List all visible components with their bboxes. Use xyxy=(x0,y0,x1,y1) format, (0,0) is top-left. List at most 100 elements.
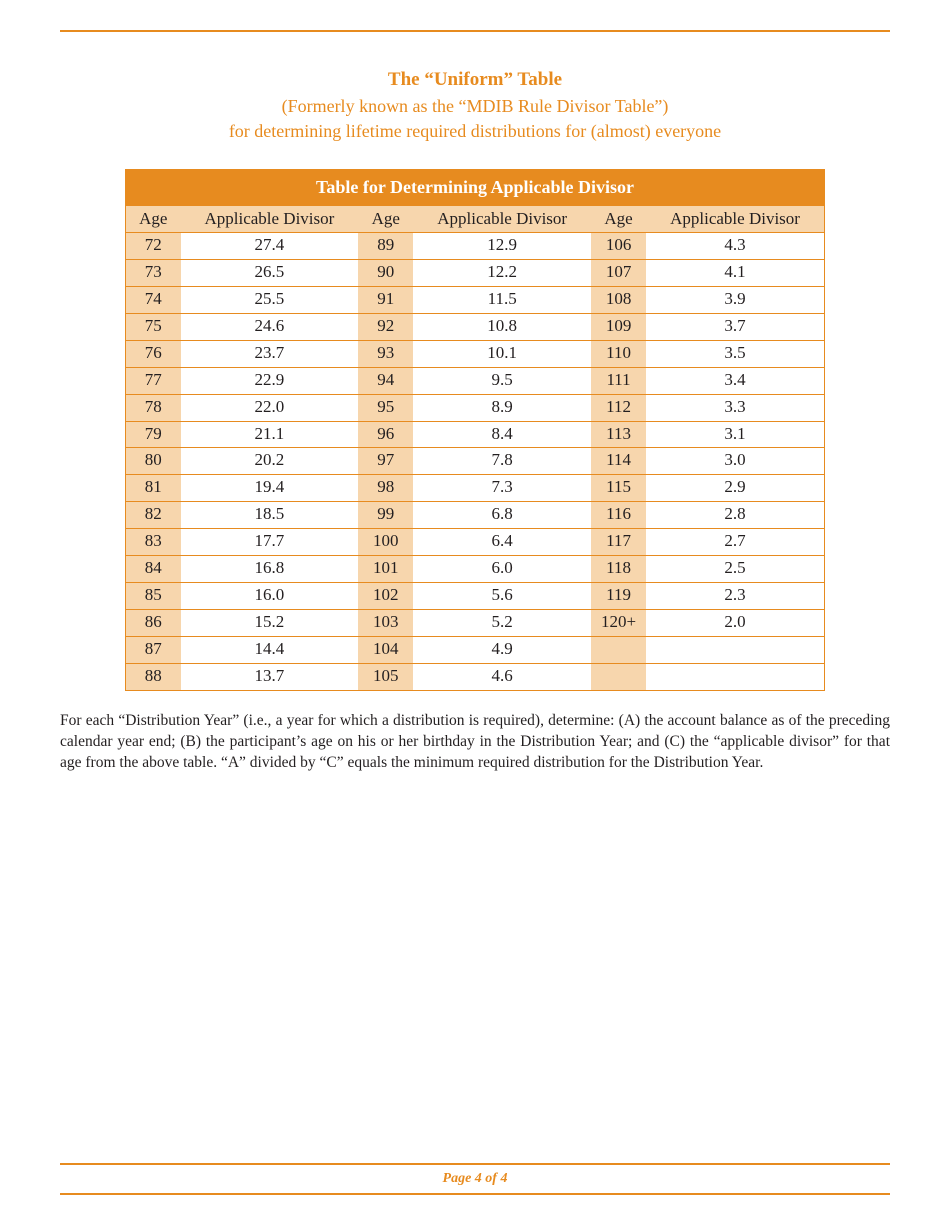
cell-divisor: 2.5 xyxy=(646,556,824,583)
cell-divisor: 22.0 xyxy=(181,394,359,421)
cell-age: 86 xyxy=(126,610,181,637)
col-age: Age xyxy=(358,205,413,232)
cell-divisor: 8.9 xyxy=(413,394,591,421)
cell-age: 74 xyxy=(126,286,181,313)
top-rule xyxy=(60,30,890,32)
col-age: Age xyxy=(126,205,181,232)
cell-age: 104 xyxy=(358,637,413,664)
cell-age: 98 xyxy=(358,475,413,502)
cell-age: 112 xyxy=(591,394,646,421)
cell-divisor: 18.5 xyxy=(181,502,359,529)
cell-divisor: 4.3 xyxy=(646,232,824,259)
cell-age: 102 xyxy=(358,583,413,610)
page-number: Page 4 of 4 xyxy=(60,1169,890,1189)
table-row: 7822.0958.91123.3 xyxy=(126,394,825,421)
footer-rule-bottom xyxy=(60,1193,890,1195)
cell-divisor: 19.4 xyxy=(181,475,359,502)
cell-age: 79 xyxy=(126,421,181,448)
cell-divisor: 3.1 xyxy=(646,421,824,448)
col-divisor: Applicable Divisor xyxy=(413,205,591,232)
cell-age: 100 xyxy=(358,529,413,556)
cell-age: 89 xyxy=(358,232,413,259)
cell-age: 109 xyxy=(591,313,646,340)
cell-divisor: 3.0 xyxy=(646,448,824,475)
cell-age: 97 xyxy=(358,448,413,475)
cell-divisor: 23.7 xyxy=(181,340,359,367)
cell-divisor: 27.4 xyxy=(181,232,359,259)
col-age: Age xyxy=(591,205,646,232)
cell-divisor: 5.2 xyxy=(413,610,591,637)
cell-divisor: 9.5 xyxy=(413,367,591,394)
table-row: 7722.9949.51113.4 xyxy=(126,367,825,394)
cell-divisor: 3.4 xyxy=(646,367,824,394)
cell-divisor: 16.8 xyxy=(181,556,359,583)
cell-divisor: 17.7 xyxy=(181,529,359,556)
cell-divisor: 3.3 xyxy=(646,394,824,421)
explanatory-note: For each “Distribution Year” (i.e., a ye… xyxy=(60,711,890,774)
cell-divisor: 7.3 xyxy=(413,475,591,502)
cell-divisor: 12.2 xyxy=(413,259,591,286)
page-footer: Page 4 of 4 xyxy=(60,1163,890,1195)
cell-age: 87 xyxy=(126,637,181,664)
cell-age: 90 xyxy=(358,259,413,286)
cell-age: 85 xyxy=(126,583,181,610)
divisor-table-wrap: Table for Determining Applicable Divisor… xyxy=(125,169,825,691)
table-row: 7921.1968.41133.1 xyxy=(126,421,825,448)
cell-divisor: 8.4 xyxy=(413,421,591,448)
col-divisor: Applicable Divisor xyxy=(646,205,824,232)
table-row: 8813.71054.6 xyxy=(126,663,825,690)
cell-age: 77 xyxy=(126,367,181,394)
cell-age: 115 xyxy=(591,475,646,502)
cell-age: 108 xyxy=(591,286,646,313)
cell-divisor: 12.9 xyxy=(413,232,591,259)
table-row: 7326.59012.21074.1 xyxy=(126,259,825,286)
cell-divisor: 6.0 xyxy=(413,556,591,583)
table-row: 8020.2977.81143.0 xyxy=(126,448,825,475)
cell-age: 80 xyxy=(126,448,181,475)
cell-divisor: 4.6 xyxy=(413,663,591,690)
cell-age: 110 xyxy=(591,340,646,367)
cell-age: 107 xyxy=(591,259,646,286)
cell-divisor: 14.4 xyxy=(181,637,359,664)
cell-divisor: 3.5 xyxy=(646,340,824,367)
cell-divisor: 3.9 xyxy=(646,286,824,313)
table-row: 8714.41044.9 xyxy=(126,637,825,664)
cell-divisor: 24.6 xyxy=(181,313,359,340)
cell-divisor: 2.0 xyxy=(646,610,824,637)
cell-divisor: 2.8 xyxy=(646,502,824,529)
cell-divisor: 26.5 xyxy=(181,259,359,286)
cell-divisor: 15.2 xyxy=(181,610,359,637)
table-row: 8317.71006.41172.7 xyxy=(126,529,825,556)
cell-divisor: 4.9 xyxy=(413,637,591,664)
cell-age: 101 xyxy=(358,556,413,583)
table-row: 8218.5996.81162.8 xyxy=(126,502,825,529)
cell-age: 118 xyxy=(591,556,646,583)
cell-divisor: 2.7 xyxy=(646,529,824,556)
cell-age: 113 xyxy=(591,421,646,448)
cell-age: 111 xyxy=(591,367,646,394)
cell-divisor xyxy=(646,663,824,690)
cell-divisor: 10.1 xyxy=(413,340,591,367)
cell-age: 81 xyxy=(126,475,181,502)
title-sub2: for determining lifetime required distri… xyxy=(60,119,890,144)
cell-age: 72 xyxy=(126,232,181,259)
cell-divisor: 21.1 xyxy=(181,421,359,448)
cell-age: 96 xyxy=(358,421,413,448)
cell-age xyxy=(591,637,646,664)
cell-divisor: 10.8 xyxy=(413,313,591,340)
table-row: 7227.48912.91064.3 xyxy=(126,232,825,259)
cell-divisor xyxy=(646,637,824,664)
cell-divisor: 7.8 xyxy=(413,448,591,475)
cell-age: 75 xyxy=(126,313,181,340)
cell-age: 117 xyxy=(591,529,646,556)
cell-age: 73 xyxy=(126,259,181,286)
cell-divisor: 16.0 xyxy=(181,583,359,610)
cell-age: 103 xyxy=(358,610,413,637)
cell-age: 76 xyxy=(126,340,181,367)
footer-rule-top xyxy=(60,1163,890,1165)
cell-age: 116 xyxy=(591,502,646,529)
cell-age: 78 xyxy=(126,394,181,421)
col-divisor: Applicable Divisor xyxy=(181,205,359,232)
cell-divisor: 22.9 xyxy=(181,367,359,394)
cell-age: 95 xyxy=(358,394,413,421)
